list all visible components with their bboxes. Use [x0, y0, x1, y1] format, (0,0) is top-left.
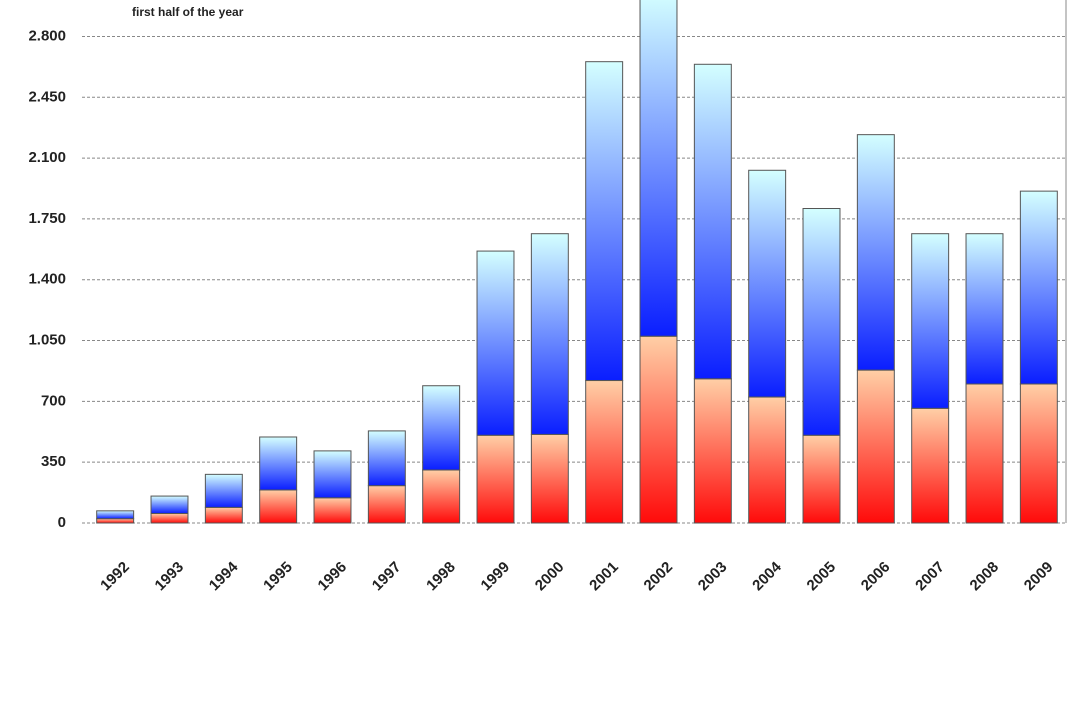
bar-segment [367, 485, 406, 524]
x-tick-label: 1999 [478, 559, 514, 595]
y-tick-label: 2.450 [28, 88, 66, 105]
bar-segment [476, 250, 515, 436]
x-tick-label: 2004 [749, 558, 785, 594]
bar-segment [259, 489, 298, 524]
x-tick-label: 2000 [532, 559, 568, 595]
y-tick-label: 1.050 [28, 332, 66, 349]
bar-segment [748, 396, 787, 524]
bar-segment [911, 233, 950, 409]
bar-segment [422, 469, 461, 524]
x-tick-label: 1993 [152, 559, 188, 595]
x-tick-label: 2007 [912, 559, 948, 595]
bar-segment [585, 61, 624, 382]
bar-segment [585, 380, 624, 524]
bar-segment [911, 407, 950, 524]
bar-segment [748, 169, 787, 398]
x-tick-label: 2009 [1021, 559, 1057, 595]
bar-segment [150, 512, 189, 524]
bar-segment [367, 430, 406, 487]
x-tick-label: 1994 [206, 558, 242, 594]
bar-segment [530, 233, 569, 435]
bar-segment [476, 434, 515, 524]
y-tick-label: 1.400 [28, 271, 66, 288]
plot-area [96, 0, 1058, 524]
bar-segment [639, 335, 678, 524]
bar-segment [150, 495, 189, 514]
bar-segment [693, 378, 732, 524]
x-tick-label: 1998 [423, 559, 459, 595]
x-tick-label: 2001 [586, 559, 622, 595]
x-tick-label: 2003 [695, 559, 731, 595]
bar-segment [530, 433, 569, 524]
x-tick-label: 1992 [97, 559, 133, 595]
bar-segment [856, 134, 895, 371]
y-tick-label: 0 [58, 514, 66, 531]
bar-segment [1019, 190, 1058, 385]
chart-subtitle: first half of the year [132, 5, 244, 19]
y-tick-label: 2.100 [28, 149, 66, 166]
bar-segment [204, 506, 243, 524]
bar-segment [965, 233, 1004, 385]
bar-segment [639, 0, 678, 337]
x-tick-label: 1996 [315, 559, 351, 595]
bar-segment [965, 383, 1004, 524]
bar-segment [1019, 383, 1058, 524]
x-tick-label: 1995 [260, 559, 296, 595]
y-tick-label: 1.750 [28, 210, 66, 227]
x-tick-label: 2005 [804, 559, 840, 595]
bar-segment [259, 436, 298, 491]
bar-segment [802, 208, 841, 436]
bar-segment [313, 450, 352, 499]
x-tick-label: 2008 [967, 559, 1003, 595]
bar-segment [422, 385, 461, 471]
y-tick-label: 700 [41, 392, 66, 409]
y-tick-label: 350 [41, 453, 66, 470]
bar-segment [96, 510, 135, 520]
y-tick-label: 2.800 [28, 27, 66, 44]
bar-segment [204, 473, 243, 508]
bar-segment [313, 497, 352, 524]
bar-segment [802, 434, 841, 524]
bar-segment [96, 518, 135, 524]
bar-segment [693, 63, 732, 380]
x-tick-label: 2002 [641, 559, 677, 595]
x-tick-label: 1997 [369, 559, 405, 595]
x-tick-label: 2006 [858, 559, 894, 595]
bar-segment [856, 369, 895, 524]
